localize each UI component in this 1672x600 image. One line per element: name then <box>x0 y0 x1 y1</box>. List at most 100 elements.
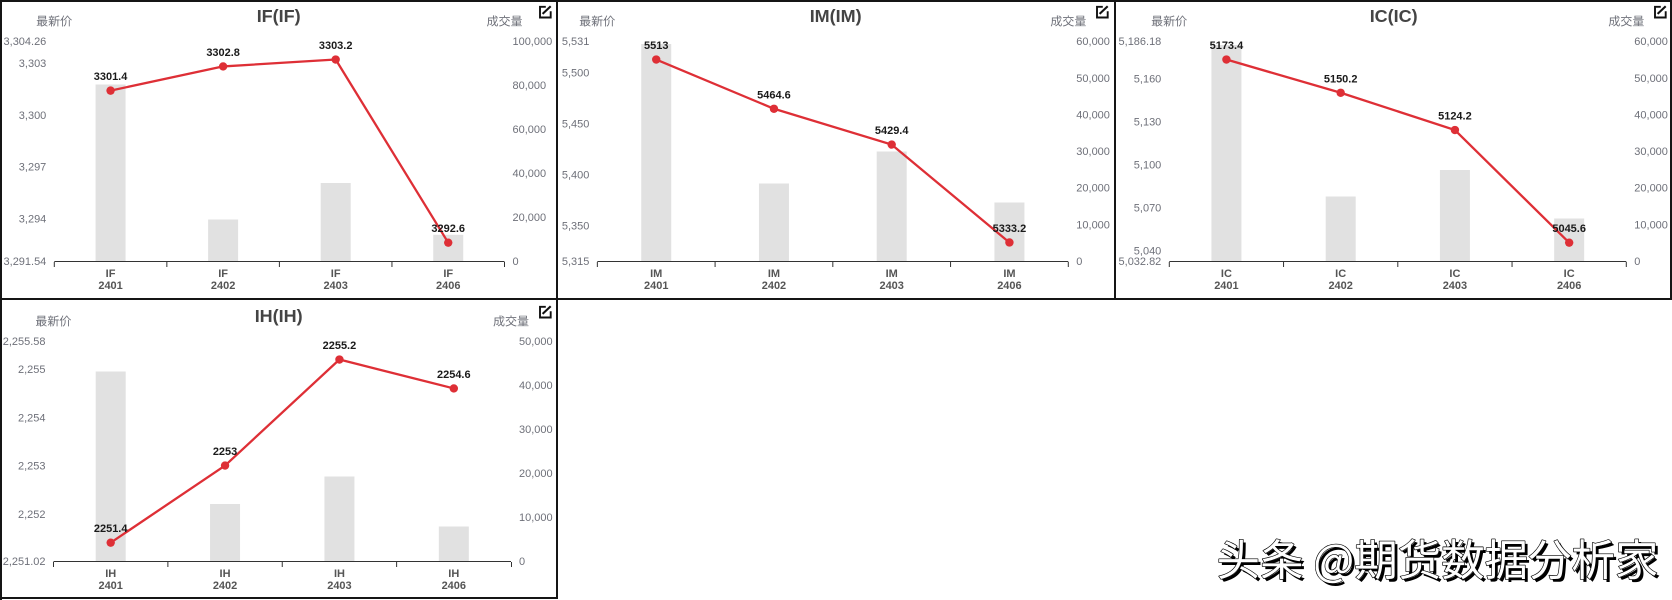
svg-text:30,000: 30,000 <box>519 424 553 436</box>
svg-text:IM(IM): IM(IM) <box>810 6 862 26</box>
svg-text:IM: IM <box>768 268 780 280</box>
svg-text:2,255.58: 2,255.58 <box>3 336 46 348</box>
svg-text:5,040: 5,040 <box>1133 246 1161 258</box>
svg-text:20,000: 20,000 <box>1634 183 1668 195</box>
svg-text:0: 0 <box>1634 256 1640 268</box>
svg-text:50,000: 50,000 <box>519 336 553 348</box>
svg-text:3,291.54: 3,291.54 <box>4 256 47 268</box>
svg-text:2402: 2402 <box>211 280 235 292</box>
svg-text:IH: IH <box>220 568 231 580</box>
svg-text:5,500: 5,500 <box>562 68 590 80</box>
svg-text:60,000: 60,000 <box>512 124 546 136</box>
svg-text:5,531: 5,531 <box>562 36 590 48</box>
svg-text:5124.2: 5124.2 <box>1438 111 1472 123</box>
svg-text:5513: 5513 <box>644 40 668 52</box>
svg-text:5173.4: 5173.4 <box>1209 40 1243 52</box>
svg-text:2,255: 2,255 <box>18 364 46 376</box>
svg-text:IC(IC): IC(IC) <box>1369 6 1417 26</box>
svg-text:2402: 2402 <box>1328 280 1352 292</box>
svg-text:5,130: 5,130 <box>1133 117 1161 129</box>
svg-text:5,400: 5,400 <box>562 169 590 181</box>
svg-text:3,297: 3,297 <box>19 162 47 174</box>
svg-text:40,000: 40,000 <box>519 380 553 392</box>
svg-text:3303.2: 3303.2 <box>319 40 353 52</box>
svg-text:60,000: 60,000 <box>1634 36 1668 48</box>
svg-text:3292.6: 3292.6 <box>431 223 465 235</box>
svg-text:2403: 2403 <box>323 280 347 292</box>
svg-text:2251.4: 2251.4 <box>94 523 128 535</box>
svg-text:IF: IF <box>218 268 228 280</box>
svg-text:2401: 2401 <box>1214 280 1238 292</box>
svg-text:3,300: 3,300 <box>19 110 47 122</box>
svg-text:2401: 2401 <box>98 280 122 292</box>
svg-text:IM: IM <box>650 268 662 280</box>
svg-text:2,251.02: 2,251.02 <box>3 556 46 568</box>
svg-text:5,186.18: 5,186.18 <box>1118 36 1161 48</box>
svg-text:2401: 2401 <box>644 280 668 292</box>
svg-text:2403: 2403 <box>880 280 904 292</box>
svg-text:5,100: 5,100 <box>1133 160 1161 172</box>
svg-text:IH(IH): IH(IH) <box>255 306 303 326</box>
svg-text:2403: 2403 <box>1442 280 1466 292</box>
svg-text:100,000: 100,000 <box>512 36 552 48</box>
svg-text:20,000: 20,000 <box>519 468 553 480</box>
svg-text:5464.6: 5464.6 <box>757 89 791 101</box>
svg-text:5,070: 5,070 <box>1133 203 1161 215</box>
svg-text:2406: 2406 <box>436 280 460 292</box>
svg-text:3302.8: 3302.8 <box>206 47 240 59</box>
svg-text:IC: IC <box>1221 268 1232 280</box>
svg-text:5429.4: 5429.4 <box>875 125 909 137</box>
svg-text:2402: 2402 <box>213 580 237 592</box>
svg-text:IF(IF): IF(IF) <box>257 6 301 26</box>
svg-text:10,000: 10,000 <box>519 512 553 524</box>
svg-text:3,294: 3,294 <box>19 213 47 225</box>
svg-text:IC: IC <box>1449 268 1460 280</box>
svg-text:IC: IC <box>1335 268 1346 280</box>
svg-text:2406: 2406 <box>998 280 1022 292</box>
svg-text:IF: IF <box>443 268 453 280</box>
svg-text:IF: IF <box>331 268 341 280</box>
svg-text:60,000: 60,000 <box>1077 36 1111 48</box>
svg-text:2253: 2253 <box>213 446 237 458</box>
svg-text:5,160: 5,160 <box>1133 74 1161 86</box>
svg-text:2406: 2406 <box>442 580 466 592</box>
svg-text:20,000: 20,000 <box>512 212 546 224</box>
svg-text:IM: IM <box>886 268 898 280</box>
svg-text:30,000: 30,000 <box>1077 146 1111 158</box>
svg-text:40,000: 40,000 <box>1077 109 1111 121</box>
svg-text:40,000: 40,000 <box>512 168 546 180</box>
svg-text:IM: IM <box>1004 268 1016 280</box>
svg-text:5150.2: 5150.2 <box>1324 73 1358 85</box>
svg-text:50,000: 50,000 <box>1634 73 1668 85</box>
svg-text:40,000: 40,000 <box>1634 109 1668 121</box>
svg-text:5,315: 5,315 <box>562 256 590 268</box>
svg-text:IH: IH <box>448 568 459 580</box>
svg-text:3,303: 3,303 <box>19 58 47 70</box>
svg-text:0: 0 <box>1077 256 1083 268</box>
svg-text:IF: IF <box>106 268 116 280</box>
svg-text:2403: 2403 <box>327 580 351 592</box>
svg-text:2254.6: 2254.6 <box>437 369 471 381</box>
svg-text:50,000: 50,000 <box>1077 73 1111 85</box>
svg-text:0: 0 <box>512 256 518 268</box>
svg-text:10,000: 10,000 <box>1077 219 1111 231</box>
svg-text:5,450: 5,450 <box>562 119 590 131</box>
svg-text:0: 0 <box>519 556 525 568</box>
svg-text:2401: 2401 <box>98 580 122 592</box>
svg-text:2,252: 2,252 <box>18 509 46 521</box>
svg-text:2406: 2406 <box>1557 280 1581 292</box>
svg-text:IH: IH <box>105 568 116 580</box>
svg-text:80,000: 80,000 <box>512 80 546 92</box>
svg-text:30,000: 30,000 <box>1634 146 1668 158</box>
svg-text:2,253: 2,253 <box>18 461 46 473</box>
svg-text:2,254: 2,254 <box>18 412 46 424</box>
svg-text:2255.2: 2255.2 <box>323 340 357 352</box>
svg-text:20,000: 20,000 <box>1077 183 1111 195</box>
svg-text:10,000: 10,000 <box>1634 219 1668 231</box>
svg-text:5,350: 5,350 <box>562 220 590 232</box>
svg-text:5045.6: 5045.6 <box>1552 223 1586 235</box>
svg-text:5333.2: 5333.2 <box>993 223 1027 235</box>
svg-text:3301.4: 3301.4 <box>94 71 128 83</box>
svg-text:IH: IH <box>334 568 345 580</box>
svg-text:IC: IC <box>1563 268 1574 280</box>
